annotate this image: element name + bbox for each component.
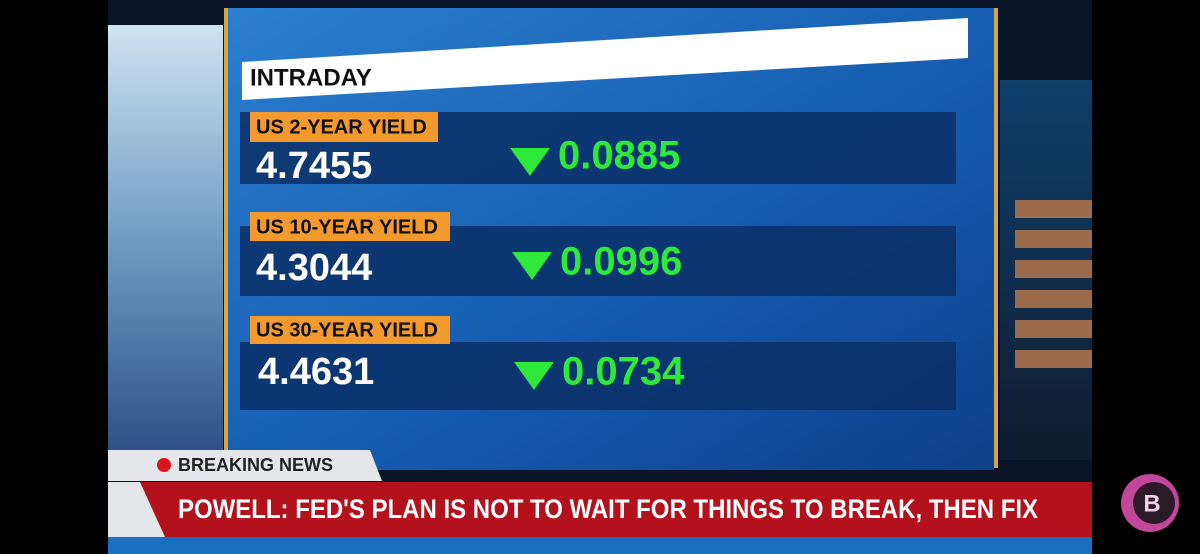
headline: POWELL: FED'S PLAN IS NOT TO WAIT FOR TH…	[178, 494, 1038, 524]
row-change: 0.0996	[560, 240, 682, 284]
down-arrow	[514, 362, 554, 390]
headline-cap	[108, 482, 165, 537]
header-bar	[242, 18, 968, 100]
row-label: US 10-YEAR YIELD	[256, 216, 438, 238]
stripe	[1015, 230, 1092, 248]
logo-letter: B	[1143, 490, 1160, 517]
breaking-tag-bar	[108, 450, 382, 481]
row-value: 4.3044	[256, 247, 372, 289]
frame-right	[994, 8, 998, 468]
row-value: 4.4631	[258, 351, 374, 393]
row: US 30-YEAR YIELD 4.4631 0.0734	[240, 316, 956, 410]
frame-left	[224, 8, 228, 458]
breaking-tag: BREAKING NEWS	[178, 455, 333, 475]
row-change: 0.0734	[562, 350, 685, 394]
stripe	[1015, 290, 1092, 308]
live-dot	[157, 458, 171, 472]
label-box	[250, 112, 438, 142]
stripe	[1015, 260, 1092, 278]
row-value: 4.7455	[256, 145, 372, 187]
row: US 10-YEAR YIELD 4.3044 0.0996	[240, 212, 956, 296]
down-arrow	[510, 148, 550, 176]
bottom-strip	[108, 537, 1092, 554]
label-box	[250, 212, 450, 241]
city-panel	[108, 25, 223, 455]
down-arrow	[512, 252, 552, 280]
logo-inner	[1133, 482, 1175, 524]
headline-bar	[108, 482, 1092, 537]
stripe	[1015, 200, 1092, 218]
row: US 2-YEAR YIELD 4.7455 0.0885	[240, 112, 956, 187]
stripe	[1015, 350, 1092, 368]
row-label: US 30-YEAR YIELD	[256, 319, 438, 341]
stripe	[1015, 320, 1092, 338]
row-label: US 2-YEAR YIELD	[256, 116, 427, 138]
header-title: INTRADAY	[250, 64, 372, 91]
row-band	[240, 342, 956, 410]
side-stripes	[1015, 200, 1092, 368]
label-box	[250, 316, 450, 344]
row-change: 0.0885	[558, 134, 680, 178]
